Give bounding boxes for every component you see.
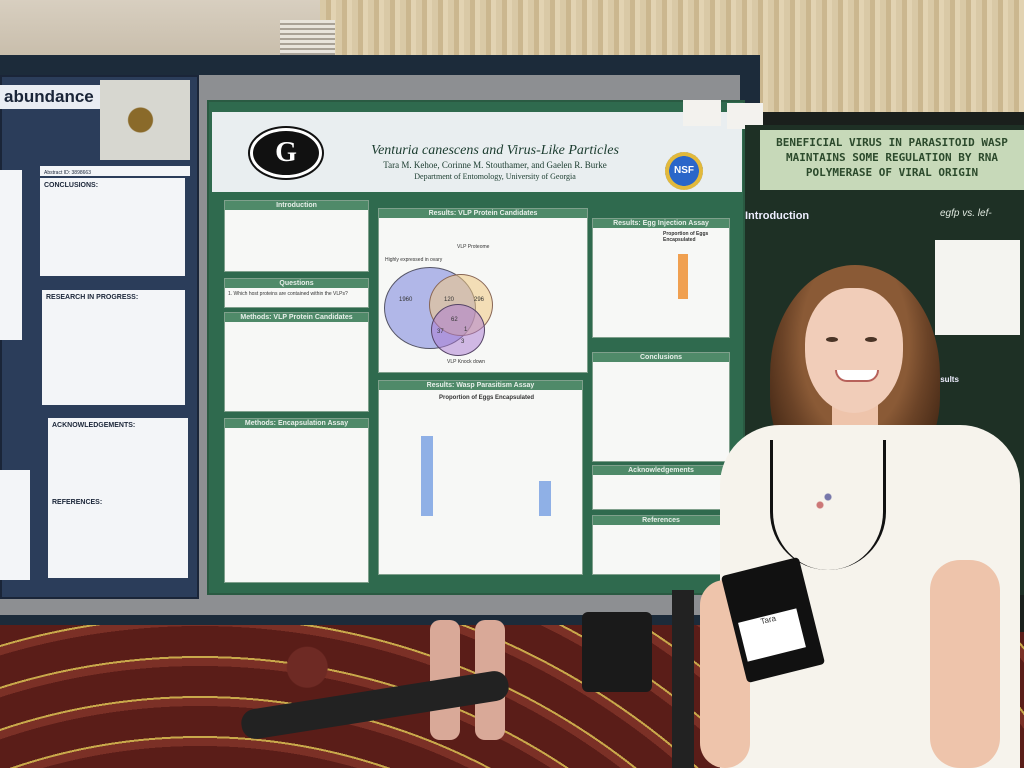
acknowledgements-heading: Acknowledgements [593, 466, 729, 475]
right-title-line: BENEFICIAL VIRUS IN PARASITOID WASP [776, 136, 1008, 149]
bee-image [100, 80, 190, 160]
question-1: 1. Which host proteins are contained wit… [228, 291, 348, 297]
venn-label-knockdown: VLP Knock down [447, 359, 485, 365]
board-tag [683, 100, 721, 126]
presenter-eye [826, 337, 838, 342]
introduction-heading: Introduction [225, 201, 368, 210]
research-heading: RESEARCH IN PROGRESS: [46, 294, 139, 301]
venn-value: 62 [451, 317, 458, 323]
left-acknowledgements: ACKNOWLEDGEMENTS: REFERENCES: [48, 418, 188, 578]
nsf-label: NSF [674, 165, 694, 176]
nsf-logo: NSF [665, 152, 703, 190]
section-conclusions: Conclusions [592, 352, 730, 462]
poster-department: Department of Entomology, University of … [414, 172, 576, 181]
egg-bar [678, 254, 688, 299]
venn-value: 37 [437, 329, 444, 335]
presenter-arm [930, 560, 1000, 768]
references-heading-main: References [593, 516, 729, 525]
venn-label-proteome: VLP Proteome [457, 244, 490, 250]
methods-encap-heading: Methods: Encapsulation Assay [225, 419, 368, 428]
poster-title: Venturia canescens and Virus-Like Partic… [371, 143, 619, 158]
wasp-chart-title: Proportion of Eggs Encapsulated [439, 395, 535, 401]
left-research: RESEARCH IN PROGRESS: [42, 290, 185, 405]
right-intro-heading: Introduction [745, 210, 810, 222]
section-methods-encapsulation: Methods: Encapsulation Assay [224, 418, 369, 583]
board-tag [727, 103, 763, 129]
board-stand [672, 590, 694, 768]
right-title-line: POLYMERASE OF VIRAL ORIGIN [805, 166, 979, 179]
venn-knockdown [431, 304, 485, 356]
section-results-egg: Results: Egg Injection Assay Proportion … [592, 218, 730, 338]
conclusions-heading: CONCLUSIONS: [44, 182, 99, 189]
black-bag [582, 612, 652, 692]
section-questions: Questions 1. Which host proteins are con… [224, 278, 369, 308]
section-results-wasp: Results: Wasp Parasitism Assay Proportio… [378, 380, 583, 575]
presenter-face [805, 288, 903, 413]
right-chart-label: egfp vs. lef- [940, 208, 992, 219]
logo-letter: G [275, 137, 297, 168]
section-methods-vlp: Methods: VLP Protein Candidates [224, 312, 369, 412]
section-introduction: Introduction [224, 200, 369, 272]
conclusions-heading-main: Conclusions [593, 353, 729, 362]
right-title-line: MAINTAINS SOME REGULATION BY RNA [786, 151, 998, 164]
section-references: References [592, 515, 730, 575]
questions-heading: Questions [225, 279, 368, 288]
right-scatter-chart [935, 240, 1020, 335]
section-acknowledgements: Acknowledgements [592, 465, 730, 510]
section-results-vlp: Results: VLP Protein Candidates Highly e… [378, 208, 588, 373]
venn-label-ovary: Highly expressed in ovary [385, 257, 443, 263]
results-vlp-heading: Results: VLP Protein Candidates [379, 209, 587, 218]
presenter-eye [865, 337, 877, 342]
left-poster-title: abundance [0, 85, 118, 109]
presenter-smile [835, 370, 879, 382]
poster-authors: Tara M. Kehoe, Corinne M. Stouthamer, an… [383, 160, 607, 170]
right-poster-title: BENEFICIAL VIRUS IN PARASITOID WASP MAIN… [760, 130, 1024, 190]
results-egg-heading: Results: Egg Injection Assay [593, 219, 729, 228]
left-edge-box [0, 170, 22, 340]
uga-logo: G [250, 128, 322, 178]
venn-value: 296 [474, 297, 485, 303]
right-results-heading: Results [930, 375, 959, 384]
results-wasp-heading: Results: Wasp Parasitism Assay [379, 381, 582, 390]
wasp-bar [539, 481, 551, 516]
venn-value: 120 [444, 297, 455, 303]
references-heading: REFERENCES: [52, 499, 103, 506]
lanyard [770, 440, 886, 570]
left-conclusions: CONCLUSIONS: [40, 178, 185, 276]
wasp-bar [421, 436, 433, 516]
ack-heading: ACKNOWLEDGEMENTS: [52, 422, 136, 429]
venn-value: 3 [461, 339, 465, 345]
left-edge-box-2 [0, 470, 30, 580]
abstract-id: Abstract ID: 3898663 [40, 166, 190, 176]
egg-chart-title: Proportion of Eggs Encapsulated [663, 231, 709, 243]
venn-value: 1960 [399, 297, 413, 303]
venn-value: 1 [464, 327, 468, 333]
methods-vlp-heading: Methods: VLP Protein Candidates [225, 313, 368, 322]
